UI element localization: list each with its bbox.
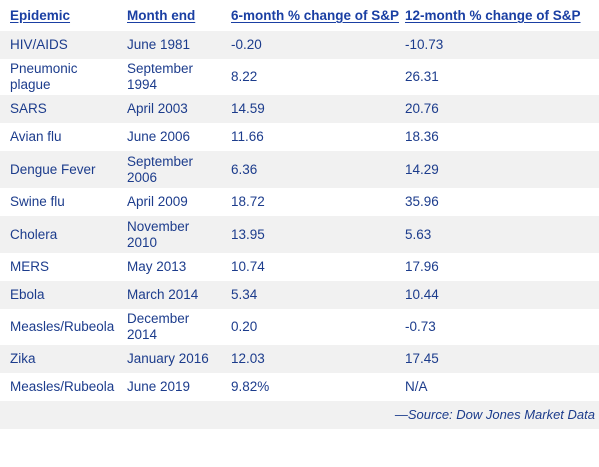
cell-epidemic: Pneumonic plague bbox=[0, 59, 117, 95]
table-row: Dengue Fever September 2006 6.36 14.29 bbox=[0, 151, 599, 188]
cell-twelve-month: 17.45 bbox=[396, 345, 599, 373]
table-row: Measles/Rubeola June 2019 9.82% N/A bbox=[0, 373, 599, 401]
table-row: Cholera November 2010 13.95 5.63 bbox=[0, 216, 599, 253]
source-row: —Source: Dow Jones Market Data bbox=[0, 401, 599, 429]
header-six-month-change: 6-month % change of S&P bbox=[222, 0, 399, 31]
cell-twelve-month: 10.44 bbox=[396, 281, 599, 309]
table-row: Zika January 2016 12.03 17.45 bbox=[0, 345, 599, 373]
cell-twelve-month: N/A bbox=[396, 373, 599, 401]
cell-twelve-month: 26.31 bbox=[396, 59, 599, 95]
table-row: Swine flu April 2009 18.72 35.96 bbox=[0, 188, 599, 216]
cell-epidemic: SARS bbox=[0, 95, 117, 123]
cell-epidemic: Zika bbox=[0, 345, 117, 373]
header-epidemic: Epidemic bbox=[0, 0, 117, 31]
cell-month-end: September 2006 bbox=[117, 151, 222, 188]
cell-month-end: November 2010 bbox=[117, 216, 222, 253]
header-month-end: Month end bbox=[117, 0, 222, 31]
cell-epidemic: Dengue Fever bbox=[0, 151, 117, 188]
cell-month-end: April 2003 bbox=[117, 95, 222, 123]
cell-six-month: 10.74 bbox=[222, 253, 396, 281]
cell-epidemic: Measles/Rubeola bbox=[0, 309, 117, 345]
cell-twelve-month: 17.96 bbox=[396, 253, 599, 281]
cell-twelve-month: -10.73 bbox=[396, 31, 599, 59]
table-row: MERS May 2013 10.74 17.96 bbox=[0, 253, 599, 281]
header-twelve-month-change: 12-month % change of S&P bbox=[396, 0, 599, 31]
table-row: Measles/Rubeola December 2014 0.20 -0.73 bbox=[0, 309, 599, 345]
cell-epidemic: HIV/AIDS bbox=[0, 31, 117, 59]
cell-twelve-month: 5.63 bbox=[396, 216, 599, 253]
cell-twelve-month: -0.73 bbox=[396, 309, 599, 345]
table-row: Pneumonic plague September 1994 8.22 26.… bbox=[0, 59, 599, 95]
table-row: HIV/AIDS June 1981 -0.20 -10.73 bbox=[0, 31, 599, 59]
cell-six-month: 5.34 bbox=[222, 281, 396, 309]
cell-epidemic: Cholera bbox=[0, 216, 117, 253]
table-header-row: Epidemic Month end 6-month % change of S… bbox=[0, 0, 599, 31]
cell-month-end: December 2014 bbox=[117, 309, 222, 345]
table-row: SARS April 2003 14.59 20.76 bbox=[0, 95, 599, 123]
cell-epidemic: Measles/Rubeola bbox=[0, 373, 117, 401]
cell-month-end: May 2013 bbox=[117, 253, 222, 281]
cell-month-end: January 2016 bbox=[117, 345, 222, 373]
cell-epidemic: Ebola bbox=[0, 281, 117, 309]
cell-twelve-month: 20.76 bbox=[396, 95, 599, 123]
source-note: —Source: Dow Jones Market Data bbox=[0, 401, 599, 429]
table-row: Ebola March 2014 5.34 10.44 bbox=[0, 281, 599, 309]
cell-twelve-month: 35.96 bbox=[396, 188, 599, 216]
cell-six-month: 9.82% bbox=[222, 373, 396, 401]
cell-month-end: June 2006 bbox=[117, 123, 222, 151]
table-row: Avian flu June 2006 11.66 18.36 bbox=[0, 123, 599, 151]
cell-six-month: 8.22 bbox=[222, 59, 396, 95]
cell-twelve-month: 14.29 bbox=[396, 151, 599, 188]
cell-twelve-month: 18.36 bbox=[396, 123, 599, 151]
cell-epidemic: Avian flu bbox=[0, 123, 117, 151]
cell-six-month: 12.03 bbox=[222, 345, 396, 373]
cell-six-month: 13.95 bbox=[222, 216, 396, 253]
cell-epidemic: Swine flu bbox=[0, 188, 117, 216]
cell-month-end: June 1981 bbox=[117, 31, 222, 59]
cell-six-month: 18.72 bbox=[222, 188, 396, 216]
cell-month-end: March 2014 bbox=[117, 281, 222, 309]
cell-six-month: 11.66 bbox=[222, 123, 396, 151]
cell-month-end: June 2019 bbox=[117, 373, 222, 401]
cell-six-month: 6.36 bbox=[222, 151, 396, 188]
cell-six-month: 14.59 bbox=[222, 95, 396, 123]
cell-six-month: 0.20 bbox=[222, 309, 396, 345]
cell-month-end: September 1994 bbox=[117, 59, 222, 95]
cell-month-end: April 2009 bbox=[117, 188, 222, 216]
epidemic-sp-table: Epidemic Month end 6-month % change of S… bbox=[0, 0, 599, 429]
cell-six-month: -0.20 bbox=[222, 31, 396, 59]
cell-epidemic: MERS bbox=[0, 253, 117, 281]
